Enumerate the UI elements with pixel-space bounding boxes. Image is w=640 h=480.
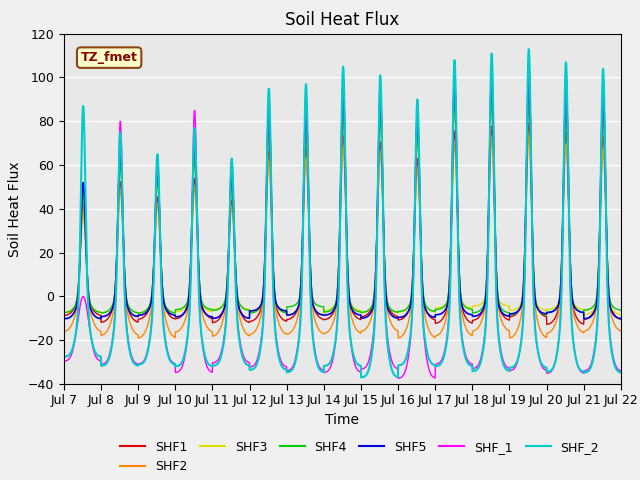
SHF5 xyxy=(358,315,366,321)
SHF4 xyxy=(568,292,576,298)
SHF_1 xyxy=(525,59,532,64)
SHF4 xyxy=(504,310,512,315)
SHF4 xyxy=(617,307,625,313)
SHF4 xyxy=(506,312,513,318)
X-axis label: Time: Time xyxy=(325,413,360,427)
Line: SHF3: SHF3 xyxy=(64,104,621,315)
Line: SHF5: SHF5 xyxy=(64,74,621,319)
SHF2 xyxy=(617,328,625,334)
SHF_2 xyxy=(357,374,365,380)
SHF5 xyxy=(504,313,512,319)
SHF1 xyxy=(543,322,550,327)
SHF1 xyxy=(525,120,532,126)
SHF1 xyxy=(358,314,366,320)
SHF1 xyxy=(617,316,625,322)
SHF_1 xyxy=(504,365,512,371)
SHF2 xyxy=(60,329,68,335)
SHF_2 xyxy=(60,354,68,360)
SHF_1 xyxy=(584,367,591,372)
SHF4 xyxy=(358,309,366,315)
SHF3 xyxy=(371,287,379,293)
Line: SHF2: SHF2 xyxy=(64,136,621,338)
SHF5 xyxy=(60,316,68,322)
SHF1 xyxy=(584,316,591,322)
SHF_2 xyxy=(525,46,532,52)
SHF5 xyxy=(617,316,625,322)
SHF3 xyxy=(504,303,512,309)
SHF2 xyxy=(359,328,367,334)
Line: SHF4: SHF4 xyxy=(64,94,621,315)
SHF4 xyxy=(216,306,223,312)
SHF3 xyxy=(359,310,367,316)
SHF_1 xyxy=(60,359,68,364)
SHF_1 xyxy=(216,355,223,360)
Line: SHF_2: SHF_2 xyxy=(64,49,621,377)
SHF_1 xyxy=(568,324,576,329)
SHF5 xyxy=(216,313,223,319)
SHF_2 xyxy=(504,368,512,373)
SHF2 xyxy=(525,133,532,139)
SHF_2 xyxy=(617,370,625,375)
SHF1 xyxy=(504,317,512,323)
SHF1 xyxy=(216,316,223,322)
Y-axis label: Soil Heat Flux: Soil Heat Flux xyxy=(8,161,22,257)
SHF3 xyxy=(216,305,223,311)
SHF_2 xyxy=(568,325,576,331)
SHF2 xyxy=(584,327,591,333)
SHF4 xyxy=(584,307,591,312)
SHF1 xyxy=(60,312,68,318)
SHF3 xyxy=(283,312,291,318)
SHF_1 xyxy=(358,366,366,372)
SHF3 xyxy=(525,101,532,107)
SHF3 xyxy=(617,312,625,317)
SHF5 xyxy=(568,292,575,298)
SHF2 xyxy=(216,327,223,333)
SHF1 xyxy=(568,294,576,300)
SHF2 xyxy=(568,298,576,303)
SHF4 xyxy=(371,289,378,295)
SHF_2 xyxy=(584,369,591,374)
SHF3 xyxy=(60,309,68,315)
SHF_1 xyxy=(617,368,625,373)
SHF2 xyxy=(134,335,142,341)
SHF4 xyxy=(60,310,68,315)
SHF_2 xyxy=(216,359,223,364)
SHF5 xyxy=(584,315,591,321)
SHF2 xyxy=(504,327,512,333)
Title: Soil Heat Flux: Soil Heat Flux xyxy=(285,11,399,29)
SHF_1 xyxy=(371,317,378,323)
SHF1 xyxy=(371,288,378,293)
SHF5 xyxy=(525,71,532,77)
Line: SHF1: SHF1 xyxy=(64,123,621,324)
SHF4 xyxy=(525,91,532,96)
SHF3 xyxy=(584,312,591,317)
SHF_2 xyxy=(359,374,367,380)
SHF3 xyxy=(568,292,576,298)
Legend: SHF1, SHF2, SHF3, SHF4, SHF5, SHF_1, SHF_2: SHF1, SHF2, SHF3, SHF4, SHF5, SHF_1, SHF… xyxy=(115,436,604,478)
SHF_1 xyxy=(394,375,402,381)
Line: SHF_1: SHF_1 xyxy=(64,61,621,378)
SHF_2 xyxy=(371,319,379,324)
SHF5 xyxy=(371,294,378,300)
Text: TZ_fmet: TZ_fmet xyxy=(81,51,138,64)
SHF2 xyxy=(371,289,379,295)
